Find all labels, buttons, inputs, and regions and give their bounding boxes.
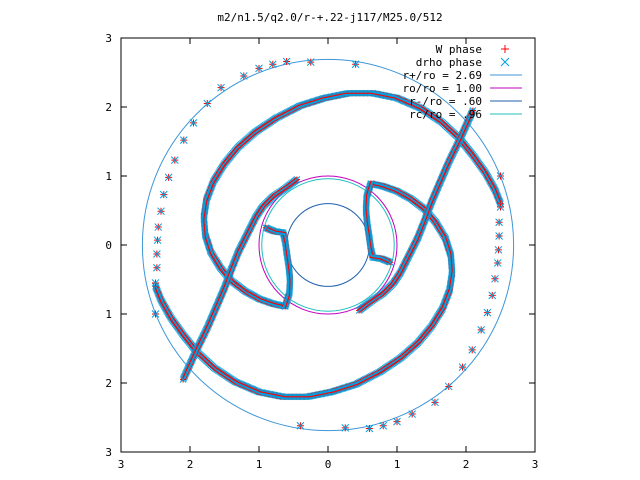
legend-label-5: rc/ro = .96 (409, 108, 482, 121)
drho-phase-point-1324 (203, 99, 212, 108)
legend-label-1: drho phase (416, 56, 482, 69)
y-tick-label-0: 3 (105, 32, 112, 45)
drho-phase-point-1326 (239, 72, 248, 80)
y-tick-label-3: 0 (105, 239, 112, 252)
drho-phase-point-1333 (496, 203, 505, 211)
drho-phase-point-1320 (164, 173, 173, 182)
drho-phase-point-1350 (341, 423, 350, 432)
drho-phase-point-1327 (255, 64, 263, 73)
drho-phase-point-1346 (408, 410, 417, 418)
drho-phase-point-1323 (189, 119, 198, 127)
legend-label-3: ro/ro = 1.00 (403, 82, 482, 95)
drho-phase-point-1338 (491, 274, 499, 283)
drho-phase-point-1318 (157, 207, 165, 216)
drho-phase-point-1322 (179, 136, 188, 144)
y-tick-label-6: 3 (105, 446, 112, 459)
drho-phase-point-1332 (496, 172, 505, 180)
drho-phase-point-1238 (386, 258, 394, 266)
legend-label-4: r-/ro = .60 (409, 95, 482, 108)
legend-sample-1 (500, 57, 510, 67)
drho-phase-point-1314 (153, 263, 161, 272)
drho-phase-point-1342 (468, 346, 477, 354)
drho-phase-point-1351 (296, 421, 305, 430)
circle-1 (258, 175, 398, 315)
phase-points (151, 57, 505, 433)
drho-phase-point-1328 (268, 60, 277, 69)
drho-phase-point-1345 (431, 398, 439, 407)
drho-phase-point-1312 (151, 310, 160, 318)
drho-phase-point-1344 (444, 382, 453, 391)
drho-phase-point-1316 (153, 236, 162, 245)
drho-phase-point-1329 (282, 57, 291, 66)
drho-phase-point-1319 (159, 190, 168, 199)
circle-3 (261, 178, 395, 312)
legend-sample-0 (501, 45, 509, 53)
drho-phase-point-1349 (365, 424, 374, 433)
chart-title: m2/n1.5/q2.0/r-+.22-j117/M25.0/512 (217, 11, 442, 24)
drho-phase-point-1331 (351, 60, 360, 69)
drho-phase-point-1337 (493, 259, 502, 267)
y-tick-label-5: 2 (105, 377, 112, 390)
drho-phase-point-1317 (154, 223, 163, 231)
drho-phase-point-1336 (494, 245, 503, 254)
drho-phase-point-1315 (153, 250, 161, 258)
y-tick-label-2: 1 (105, 170, 112, 183)
drho-phase-point-1321 (170, 156, 179, 164)
x-tick-label-0: 3 (118, 458, 125, 471)
drho-phase-point-1330 (306, 58, 315, 67)
y-tick-label-4: 1 (105, 308, 112, 321)
x-tick-label-4: 1 (394, 458, 401, 471)
drho-phase-point-1311 (262, 224, 270, 232)
drho-phase-point-1313 (151, 279, 160, 287)
drho-phase-point-1347 (393, 417, 401, 426)
drho-phase-point-1334 (495, 218, 503, 227)
circle-0 (141, 58, 515, 432)
drho-phase-point-1341 (477, 326, 486, 334)
drho-phase-point-1348 (379, 421, 388, 430)
x-tick-label-1: 2 (187, 458, 194, 471)
legend-label-0: W phase (436, 43, 482, 56)
legend-label-2: r+/ro = 2.69 (403, 69, 482, 82)
drho-phase-point-1325 (217, 83, 225, 92)
y-tick-label-1: 2 (105, 101, 112, 114)
drho-phase-point-1340 (483, 308, 492, 317)
drho-phase-point-1343 (458, 363, 467, 371)
drho-phase-point-1339 (488, 291, 497, 300)
x-tick-label-5: 2 (463, 458, 470, 471)
reference-circles (141, 58, 515, 432)
x-tick-label-3: 0 (325, 458, 332, 471)
drho-phase-point-1335 (495, 232, 503, 240)
x-tick-label-2: 1 (256, 458, 263, 471)
drho-phase-point-1165 (179, 376, 187, 383)
drho-phase-point-987 (469, 107, 477, 114)
x-tick-label-6: 3 (532, 458, 539, 471)
